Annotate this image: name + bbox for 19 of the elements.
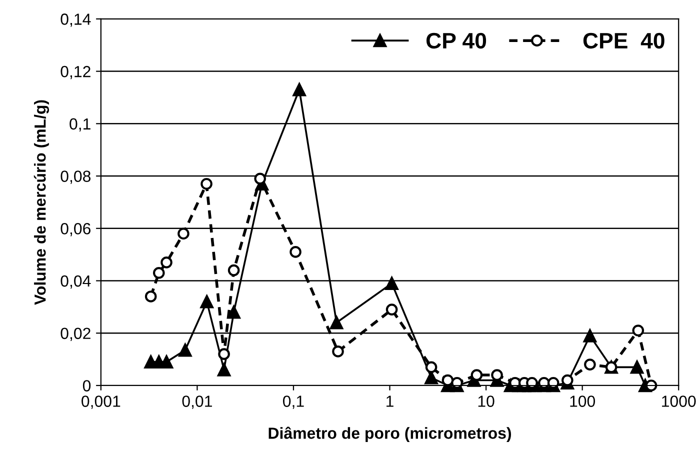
y-tick-label: 0,1 bbox=[70, 118, 90, 132]
legend-label: CP 40 bbox=[426, 32, 486, 49]
y-tick-label: 0,04 bbox=[60, 275, 91, 289]
x-tick-label: 100 bbox=[570, 396, 596, 407]
x-tick-label: 0,1 bbox=[283, 396, 304, 409]
y-tick-label: 0,06 bbox=[60, 223, 90, 236]
x-tick-label: 1000 bbox=[662, 396, 696, 407]
x-tick-label: 10 bbox=[478, 396, 494, 407]
x-tick-label: 0,01 bbox=[182, 396, 212, 409]
y-tick-label: 0,12 bbox=[60, 66, 90, 80]
y-axis-title: Volume de mercúrio (mL/g) bbox=[34, 100, 50, 305]
legend-label: CPE 40 bbox=[583, 32, 664, 49]
x-tick-label: 0,001 bbox=[82, 396, 120, 409]
y-tick-label: 0,02 bbox=[60, 328, 90, 341]
x-tick-label: 1 bbox=[386, 396, 394, 407]
x-axis-title: Diâmetro de poro (micrometros) bbox=[268, 426, 511, 442]
y-tick-label: 0,08 bbox=[60, 170, 91, 184]
y-tick-label: 0 bbox=[82, 380, 91, 392]
y-tick-label: 0,14 bbox=[60, 14, 91, 27]
